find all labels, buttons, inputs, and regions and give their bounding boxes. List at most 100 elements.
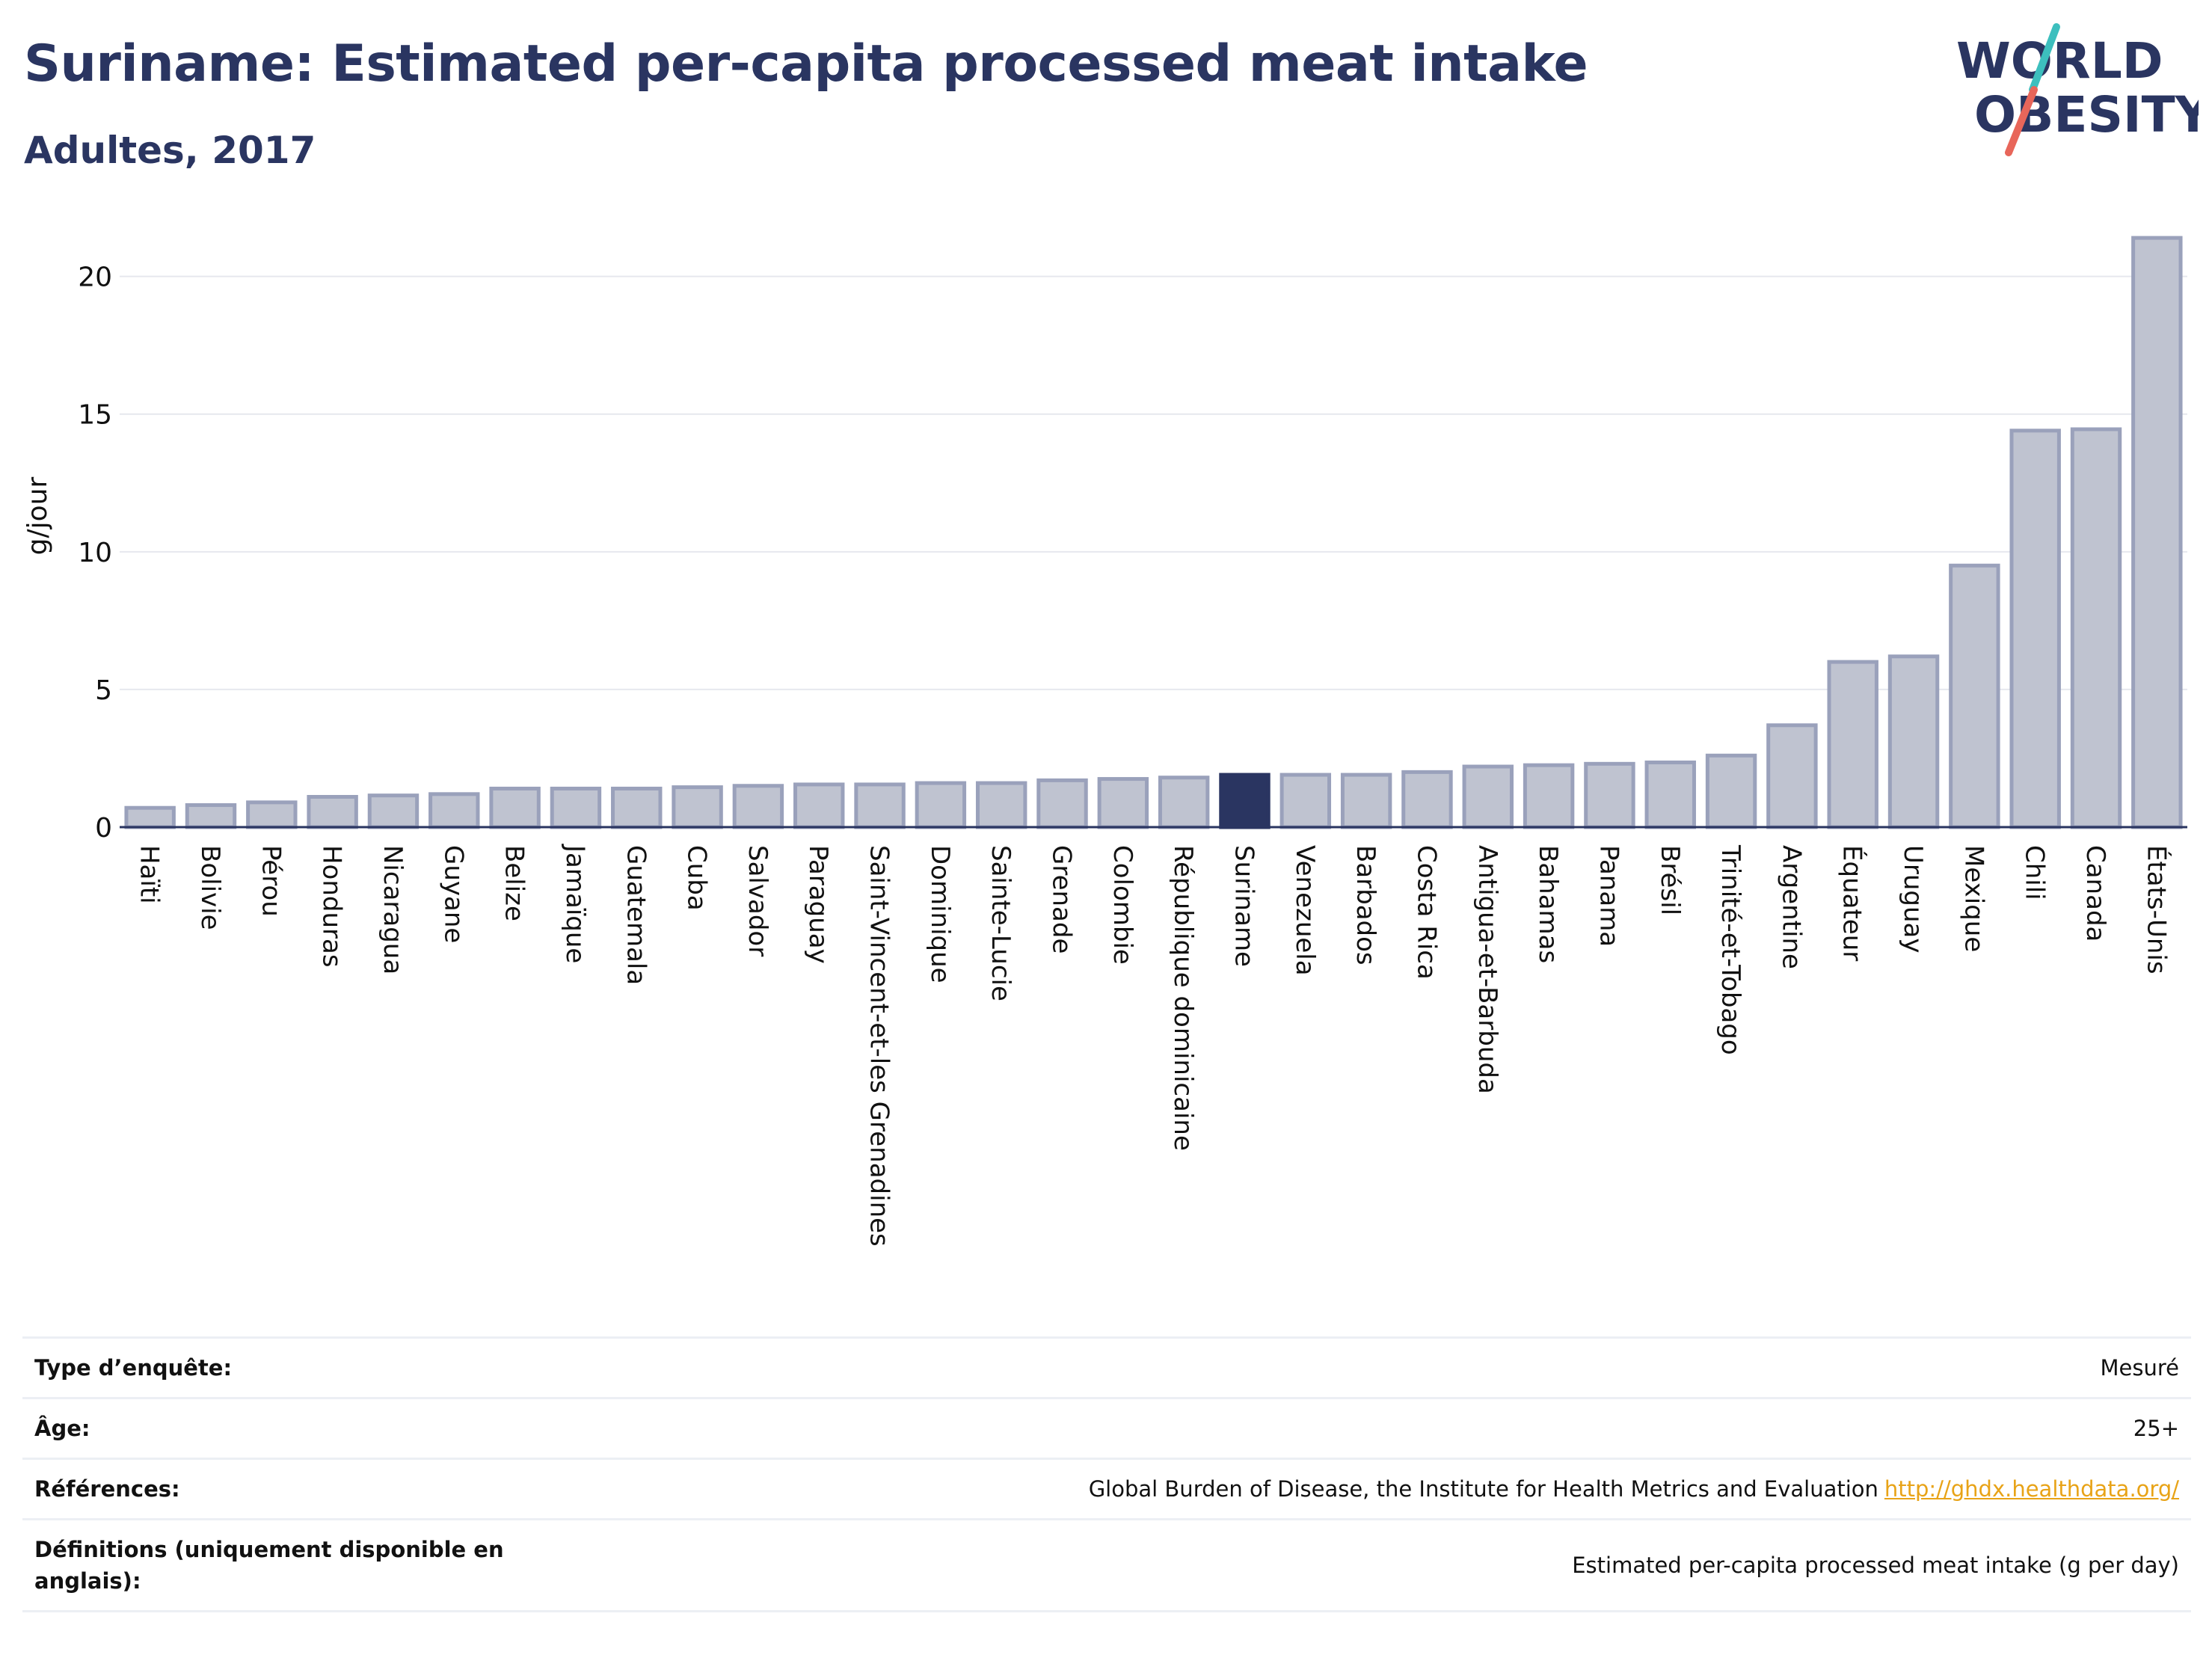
x-tick-label: Brésil [1655,845,1685,915]
x-tick-label: Panama [1594,845,1623,947]
x-tick-label: Jamaïque [560,844,590,963]
x-tick-label: Colombie [1107,845,1137,965]
info-row-definitions: Définitions (uniquement disponible en an… [22,1518,2191,1612]
bar-guatemala [611,786,663,829]
logo-slash-coral [2005,86,2038,156]
bar-grenade [1036,778,1088,829]
x-tick-label: Saint-Vincent-et-les Grenadines [864,845,894,1247]
bar-bolivie [185,803,237,829]
bar-panama [1584,761,1635,829]
x-tick-label: Pérou [256,845,286,917]
bar-salvador [732,784,784,829]
bar-r-publique-dominicaine [1158,776,1210,829]
bar-sainte-lucie [975,781,1027,829]
x-tick-label: Cuba [682,845,712,911]
y-tick-label: 15 [78,400,112,431]
bar-uruguay [1887,654,1940,829]
chart-title: Suriname: Estimated per-capita processed… [24,34,1588,93]
x-tick-label: Honduras [317,845,347,968]
bar-venezuela [1279,773,1332,829]
x-tick-label: Guyane [438,845,468,943]
bar-bahamas [1523,763,1575,829]
y-tick-label: 0 [95,813,112,844]
x-tick-label: Costa Rica [1411,845,1441,980]
bar-barbados [1340,773,1392,829]
x-tick-label: Dominique [925,845,955,983]
bar-br-sil [1644,760,1696,829]
bar-chili [2009,429,2061,829]
x-tick-label: Équateur [1837,845,1868,961]
age-label: Âge: [34,1416,90,1441]
bar-trinit-et-tobago [1705,753,1757,829]
x-tick-label: Haïti [135,845,165,904]
logo-line2: OBESITY [1974,86,2199,144]
references-label: Références: [34,1476,180,1502]
bar--quateur [1827,660,1878,829]
y-tick-labels: 0 5 10 15 20 [78,262,112,844]
x-tick-label: Nicaragua [378,845,408,974]
x-tick-label: Chili [2020,845,2050,900]
x-tick-label: Guatemala [621,845,651,985]
x-tick-labels: Haïti Bolivie Pérou Honduras Nicaragua Guyane… [135,844,2172,1247]
x-tick-label: Salvador [743,845,772,957]
world-obesity-logo: WORLD OBESITY [1956,23,2199,156]
logo-slash-teal [2029,23,2060,93]
bar-canada [2070,427,2122,829]
definitions-value: Estimated per-capita processed meat inta… [1572,1553,2179,1578]
bar-honduras [307,795,358,829]
bar-antigua-et-barbuda [1462,764,1514,829]
bar-chart: 0 5 10 15 20 Haïti Bolivie Pérou Honduras Nicara… [22,236,2187,1247]
x-tick-label: Paraguay [803,845,833,964]
age-value: 25+ [2133,1416,2179,1441]
references-value: Global Burden of Disease, the Institute … [1089,1473,2179,1505]
bar-dominique [915,781,967,829]
x-tick-label: Sainte-Lucie [986,845,1016,1001]
info-row-survey: Type d’enquête: Mesuré [22,1336,2191,1397]
bar-belize [489,786,541,829]
references-text: Global Burden of Disease, the Institute … [1088,1476,1878,1502]
bar-saint-vincent-et-les-grenadines [854,782,906,829]
bar-suriname [1219,773,1271,829]
gridlines [120,275,2187,690]
x-tick-label: Trinité-et-Tobago [1715,844,1745,1055]
references-link[interactable]: http://ghdx.healthdata.org/ [1884,1476,2179,1502]
bar-argentine [1766,723,1818,829]
bar-mexique [1949,563,2000,829]
x-tick-label: Grenade [1047,845,1077,954]
survey-type-label: Type d’enquête: [34,1355,233,1381]
x-tick-label: Canada [2080,845,2110,942]
bar-guyane [428,792,480,829]
info-row-references: Références: Global Burden of Disease, th… [22,1458,2191,1518]
chart-subtitle: Adultes, 2017 [24,129,316,172]
y-tick-label: 10 [78,538,112,568]
bar-p-rou [246,800,298,829]
x-tick-label: Argentine [1776,845,1806,969]
y-tick-label: 5 [95,675,112,706]
x-tick-label: Suriname [1229,845,1259,967]
x-tick-label: République dominicaine [1168,845,1198,1151]
bar-ha-ti [124,805,176,829]
x-tick-label: Uruguay [1898,845,1928,954]
survey-type-value: Mesuré [2100,1355,2179,1381]
x-tick-label: Bolivie [195,845,225,930]
info-table: Type d’enquête: Mesuré Âge: 25+ Référenc… [22,1336,2191,1612]
bar-costa-rica [1401,770,1453,829]
x-tick-label: États-Unis [2141,845,2172,974]
bar--tats-unis [2131,236,2183,829]
logo-line1: WORLD [1956,32,2163,90]
bars [124,236,2183,829]
x-tick-label: Bahamas [1533,845,1563,963]
x-tick-label: Barbados [1351,845,1380,965]
y-tick-label: 20 [78,262,112,293]
bar-nicaragua [367,793,420,829]
bar-colombie [1097,777,1149,829]
bar-jama-que [550,786,602,829]
x-tick-label: Mexique [1958,845,1988,952]
bar-paraguay [793,782,845,829]
y-axis-label: g/jour [22,476,53,555]
x-tick-label: Venezuela [1290,845,1320,976]
x-tick-label: Antigua-et-Barbuda [1472,845,1502,1094]
bar-cuba [672,785,723,829]
x-tick-label: Belize [500,845,529,921]
definitions-label: Définitions (uniquement disponible en an… [34,1537,504,1594]
